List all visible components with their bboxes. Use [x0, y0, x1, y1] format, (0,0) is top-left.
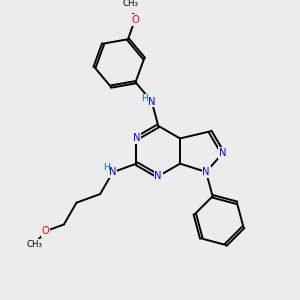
Text: O: O — [42, 226, 50, 236]
Text: CH₃: CH₃ — [27, 240, 43, 249]
Text: O: O — [131, 15, 139, 25]
Text: N: N — [154, 171, 162, 181]
Text: N: N — [202, 167, 210, 177]
Text: N: N — [133, 134, 140, 143]
Text: CH₃: CH₃ — [123, 0, 139, 8]
Text: N: N — [219, 148, 226, 158]
Text: H: H — [103, 163, 110, 172]
Text: N: N — [109, 167, 116, 177]
Text: N: N — [148, 97, 155, 106]
Text: H: H — [141, 94, 148, 103]
